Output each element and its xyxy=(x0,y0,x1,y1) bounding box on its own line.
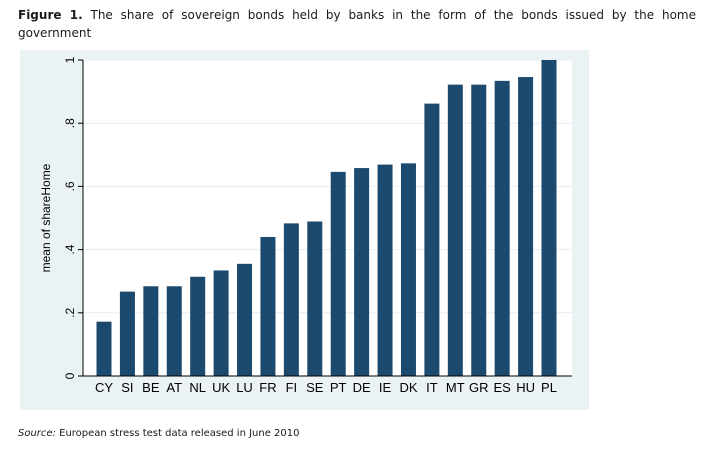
x-tick-label-si: SI xyxy=(121,380,133,395)
bar-it xyxy=(424,103,440,377)
x-tick-label-pt: PT xyxy=(330,380,347,395)
bar-pl xyxy=(541,60,557,376)
y-tick-label: 0 xyxy=(63,372,77,379)
x-tick-label-fi: FI xyxy=(286,380,298,395)
figure-caption: Figure 1. The share of sovereign bonds h… xyxy=(18,6,696,42)
figure-caption-text: The share of sovereign bonds held by ban… xyxy=(18,8,696,40)
y-tick-label: .8 xyxy=(63,118,77,128)
bar-uk xyxy=(213,270,229,376)
y-tick-label: .2 xyxy=(63,307,77,317)
source-note: Source: European stress test data releas… xyxy=(18,428,300,439)
bar-de xyxy=(354,168,370,376)
x-tick-label-it: IT xyxy=(426,380,438,395)
source-text: European stress test data released in Ju… xyxy=(59,428,300,439)
grid-lines xyxy=(83,59,572,314)
bar-be xyxy=(143,286,159,376)
plot-area xyxy=(83,60,572,376)
bar-pt xyxy=(330,171,346,376)
x-tick-label-dk: DK xyxy=(399,380,417,395)
x-tick-label-uk: UK xyxy=(212,380,230,395)
x-tick-label-de: DE xyxy=(353,380,371,395)
y-axis-title: mean of shareHome xyxy=(39,163,53,272)
x-tick-label-se: SE xyxy=(306,380,324,395)
bar-si xyxy=(119,291,135,376)
bar-cy xyxy=(96,321,112,376)
x-tick-label-at: AT xyxy=(166,380,182,395)
bar-dk xyxy=(400,163,416,376)
y-axis-ticks: 0 .2 .4 .6 .8 1 xyxy=(63,56,83,379)
bar-fr xyxy=(260,236,276,376)
y-tick-label: .4 xyxy=(63,244,77,254)
y-tick-label: .6 xyxy=(63,181,77,191)
bar-nl xyxy=(190,276,206,376)
bar-es xyxy=(494,80,510,377)
x-axis-labels: CY SI BE AT NL UK LU FR FI SE PT DE IE DK IT MT GR ES HU PL xyxy=(95,380,557,395)
x-tick-label-cy: CY xyxy=(95,380,113,395)
x-tick-label-pl: PL xyxy=(541,380,557,395)
x-tick-label-lu: LU xyxy=(236,380,253,395)
x-tick-label-nl: NL xyxy=(189,380,206,395)
x-tick-label-be: BE xyxy=(142,380,160,395)
source-label: Source: xyxy=(18,428,56,439)
bar-gr xyxy=(471,84,487,377)
bar-chart: 0 .2 .4 .6 .8 1 CY SI BE AT NL UK LU FR FI SE PT DE IE DK I… xyxy=(39,56,572,395)
chart-frame: 0 .2 .4 .6 .8 1 CY SI BE AT NL UK LU FR FI SE PT DE IE DK I… xyxy=(20,50,589,410)
bar-fi xyxy=(283,223,299,376)
x-tick-label-hu: HU xyxy=(516,380,535,395)
x-tick-label-es: ES xyxy=(493,380,511,395)
bar-ie xyxy=(377,164,393,376)
x-tick-label-ie: IE xyxy=(379,380,392,395)
bar-at xyxy=(166,286,182,376)
bar-se xyxy=(307,221,323,376)
x-tick-label-gr: GR xyxy=(469,380,489,395)
bar-hu xyxy=(518,77,534,376)
bars xyxy=(96,60,557,377)
bar-mt xyxy=(447,84,463,377)
x-tick-label-fr: FR xyxy=(259,380,276,395)
figure-label: Figure 1. xyxy=(18,8,83,22)
x-tick-label-mt: MT xyxy=(446,380,465,395)
bar-lu xyxy=(237,263,253,376)
y-tick-label: 1 xyxy=(63,56,77,63)
